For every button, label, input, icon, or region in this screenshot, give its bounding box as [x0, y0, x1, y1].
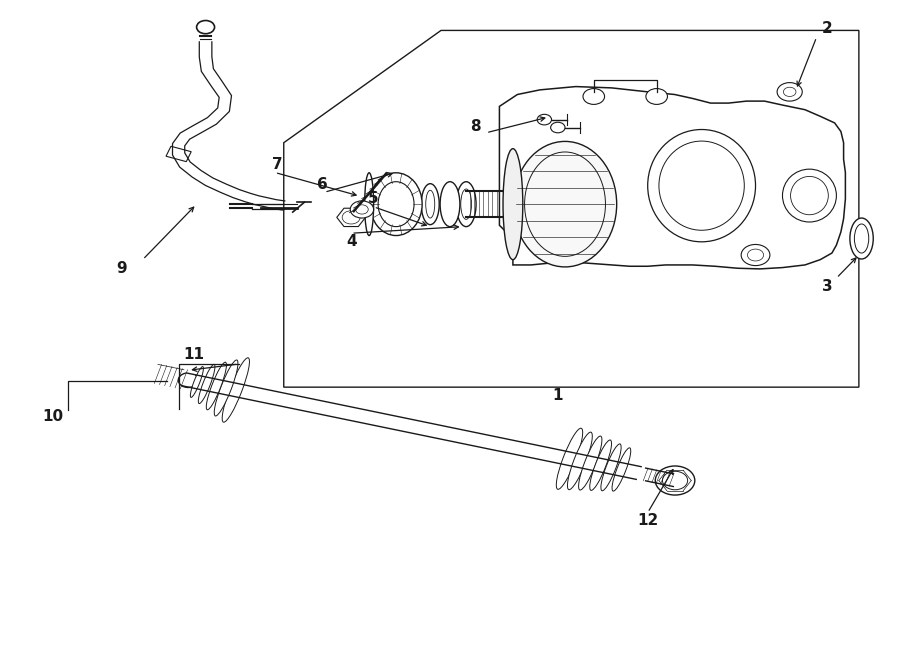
- Ellipse shape: [421, 183, 439, 224]
- Ellipse shape: [579, 436, 602, 490]
- Text: 5: 5: [368, 191, 379, 207]
- Ellipse shape: [440, 181, 460, 226]
- Text: 6: 6: [317, 177, 328, 192]
- Text: 2: 2: [822, 21, 832, 36]
- Circle shape: [551, 122, 565, 133]
- Circle shape: [537, 115, 552, 125]
- Text: 4: 4: [346, 234, 356, 249]
- Circle shape: [350, 201, 374, 218]
- Ellipse shape: [556, 428, 582, 489]
- Ellipse shape: [567, 432, 592, 490]
- Ellipse shape: [850, 218, 873, 259]
- Circle shape: [742, 244, 769, 265]
- Text: 8: 8: [470, 118, 481, 134]
- Circle shape: [655, 466, 695, 495]
- Ellipse shape: [513, 142, 617, 267]
- Circle shape: [196, 21, 214, 34]
- Ellipse shape: [222, 357, 249, 422]
- Text: 3: 3: [822, 279, 832, 293]
- Ellipse shape: [503, 149, 523, 260]
- Ellipse shape: [214, 360, 238, 416]
- Polygon shape: [337, 209, 365, 226]
- Ellipse shape: [590, 440, 611, 491]
- Bar: [166, 146, 191, 162]
- Circle shape: [583, 89, 605, 105]
- Circle shape: [777, 83, 802, 101]
- Text: 7: 7: [272, 157, 283, 172]
- Text: 9: 9: [117, 261, 127, 276]
- Text: 11: 11: [184, 347, 204, 361]
- Ellipse shape: [206, 362, 227, 410]
- Ellipse shape: [364, 173, 373, 236]
- Ellipse shape: [456, 181, 476, 226]
- Text: 10: 10: [42, 409, 63, 424]
- Text: 1: 1: [553, 388, 563, 403]
- Circle shape: [646, 89, 668, 105]
- Ellipse shape: [612, 448, 631, 491]
- Ellipse shape: [198, 364, 215, 404]
- Ellipse shape: [191, 367, 203, 397]
- Text: 12: 12: [637, 513, 658, 528]
- Ellipse shape: [370, 173, 422, 236]
- Ellipse shape: [601, 444, 621, 491]
